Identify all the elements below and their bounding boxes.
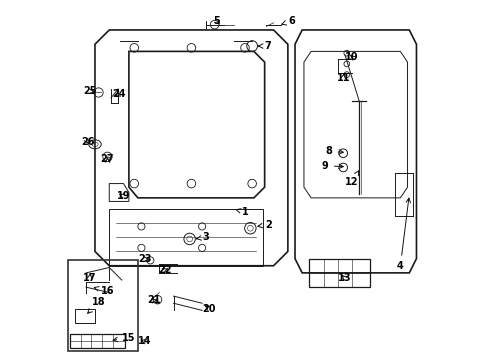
Text: 6: 6 — [282, 16, 295, 26]
Text: 7: 7 — [259, 41, 271, 51]
Text: 22: 22 — [158, 265, 172, 275]
Text: 1: 1 — [236, 207, 248, 217]
Text: 21: 21 — [147, 296, 161, 305]
Text: 13: 13 — [338, 273, 352, 283]
Text: 11: 11 — [337, 73, 350, 83]
Text: 10: 10 — [345, 52, 359, 62]
Text: 23: 23 — [138, 254, 152, 264]
Text: 15: 15 — [113, 333, 136, 343]
Text: 2: 2 — [258, 220, 271, 230]
Text: 19: 19 — [117, 191, 130, 201]
Text: 3: 3 — [196, 232, 209, 242]
Text: 14: 14 — [138, 337, 152, 346]
Text: 5: 5 — [213, 16, 220, 26]
Text: 17: 17 — [83, 273, 97, 283]
Text: 26: 26 — [81, 138, 95, 148]
Text: 4: 4 — [397, 198, 411, 271]
Text: 20: 20 — [202, 303, 216, 314]
Text: 18: 18 — [88, 297, 105, 313]
Text: 27: 27 — [101, 154, 114, 164]
Text: 25: 25 — [83, 86, 97, 96]
Text: 8: 8 — [325, 147, 343, 157]
Text: 12: 12 — [345, 171, 359, 187]
Text: 9: 9 — [322, 161, 343, 171]
Text: 24: 24 — [113, 89, 126, 99]
Text: 16: 16 — [94, 287, 114, 296]
